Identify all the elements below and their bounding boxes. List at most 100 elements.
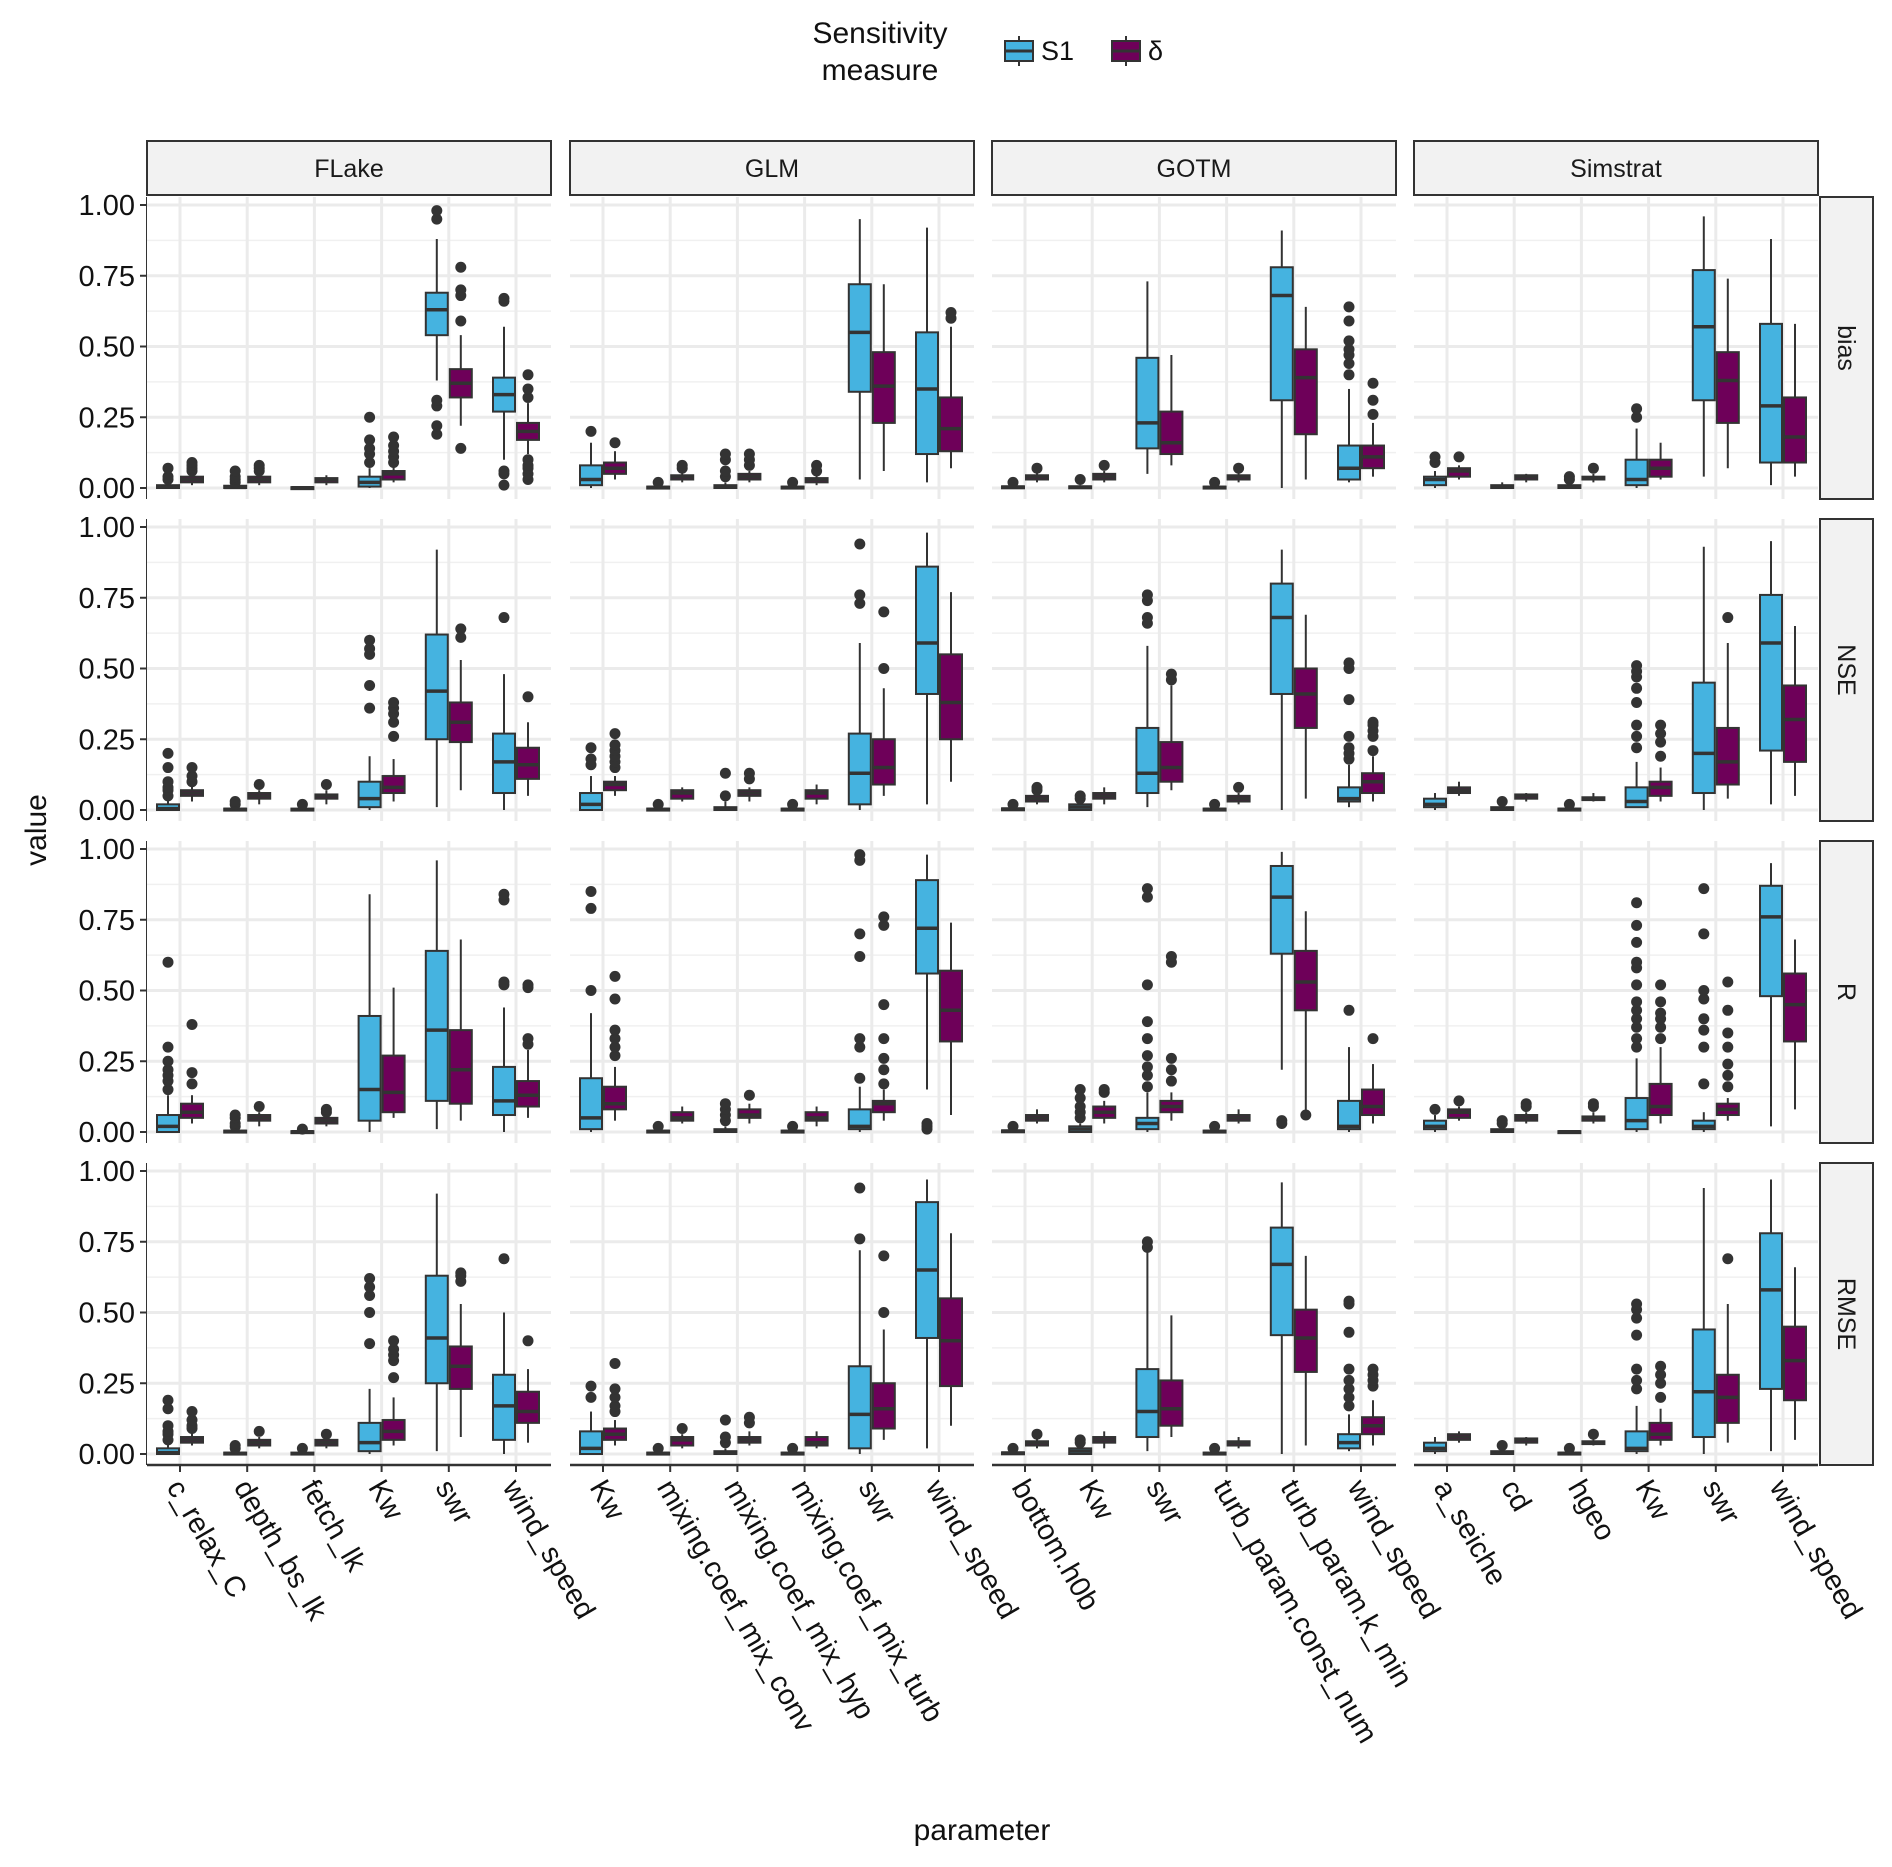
outlier-point bbox=[854, 1033, 866, 1045]
outlier-point bbox=[1343, 1383, 1355, 1395]
box-iqr bbox=[1293, 667, 1318, 729]
outlier-point bbox=[1631, 919, 1643, 931]
boxplot-s1 bbox=[1269, 1182, 1294, 1454]
x-tick-label: wind_speed bbox=[495, 1474, 601, 1625]
outlier-point bbox=[1655, 996, 1667, 1008]
boxplot-delta bbox=[670, 1423, 695, 1449]
y-tick-label: 0.50 bbox=[79, 332, 135, 364]
boxplot-delta bbox=[1159, 1315, 1184, 1438]
boxplot-delta bbox=[737, 767, 762, 802]
boxplot-delta bbox=[1226, 781, 1251, 805]
outlier-point bbox=[186, 457, 198, 469]
outlier-point bbox=[1655, 1033, 1667, 1045]
outlier-point bbox=[585, 1380, 597, 1392]
outlier-point bbox=[498, 1253, 510, 1265]
outlier-point bbox=[1209, 1120, 1221, 1132]
outlier-point bbox=[364, 1281, 376, 1293]
x-tick-label: swr bbox=[1696, 1475, 1746, 1530]
boxplot-s1 bbox=[780, 1120, 805, 1134]
outlier-point bbox=[1343, 1295, 1355, 1307]
outlier-point bbox=[1631, 1374, 1643, 1386]
y-tick-label: 0.00 bbox=[79, 473, 135, 505]
y-tick-label: 0.75 bbox=[79, 261, 135, 293]
box-iqr bbox=[1361, 1088, 1385, 1117]
boxplot-s1 bbox=[1001, 476, 1025, 490]
outlier-point bbox=[186, 1018, 198, 1030]
y-axis-r: 0.00 0.25 0.50 0.75 1.00 bbox=[79, 834, 148, 1149]
outlier-point bbox=[609, 970, 621, 982]
outlier-point bbox=[585, 742, 597, 754]
panel-gotm-nse bbox=[992, 519, 1396, 821]
outlier-point bbox=[364, 679, 376, 691]
outlier-point bbox=[1520, 1098, 1532, 1110]
boxplot-delta bbox=[314, 475, 339, 486]
boxplot-delta bbox=[1226, 462, 1251, 483]
boxplot-s1 bbox=[579, 885, 603, 1132]
boxplot-delta bbox=[247, 1425, 272, 1449]
box-iqr bbox=[1135, 1368, 1160, 1439]
facet-row-strip-rmse: RMSE bbox=[1819, 1162, 1874, 1466]
panel-glm-rmse bbox=[570, 1163, 974, 1465]
boxplot-delta bbox=[1783, 323, 1807, 477]
boxplot-s1 bbox=[1202, 476, 1227, 490]
outlier-point bbox=[1631, 1033, 1643, 1045]
boxplot-delta bbox=[381, 431, 406, 483]
outlier-point bbox=[162, 1420, 174, 1432]
box-iqr bbox=[381, 1054, 406, 1114]
outlier-point bbox=[388, 1343, 400, 1355]
outlier-point bbox=[1631, 719, 1643, 731]
outlier-point bbox=[388, 1335, 400, 1347]
legend-title-line-1: Sensitivity bbox=[812, 17, 947, 50]
outlier-point bbox=[296, 798, 308, 810]
outlier-point bbox=[253, 1101, 265, 1113]
box-iqr bbox=[847, 1108, 872, 1131]
outlier-point bbox=[1343, 357, 1355, 369]
box-iqr bbox=[1783, 684, 1807, 763]
outlier-point bbox=[1165, 1064, 1177, 1076]
outlier-point bbox=[1722, 1004, 1734, 1016]
outlier-point bbox=[719, 465, 731, 477]
boxplot-s1 bbox=[1490, 796, 1515, 811]
boxplot-delta bbox=[1361, 377, 1385, 477]
outlier-point bbox=[388, 716, 400, 728]
outlier-point bbox=[1698, 993, 1710, 1005]
outlier-point bbox=[1343, 1004, 1355, 1016]
outlier-point bbox=[1631, 1021, 1643, 1033]
outlier-point bbox=[585, 902, 597, 914]
facet-strip-flake: FLake bbox=[146, 140, 552, 196]
panel-flake-r bbox=[147, 841, 551, 1143]
outlier-point bbox=[1429, 451, 1441, 463]
y-tick-label: 0.50 bbox=[79, 976, 135, 1008]
outlier-point bbox=[364, 434, 376, 446]
outlier-point bbox=[498, 976, 510, 988]
boxplot-s1 bbox=[156, 1394, 180, 1455]
facet-row-strip-nse: NSE bbox=[1819, 518, 1874, 822]
boxplot-s1 bbox=[646, 798, 671, 812]
boxplot-s1 bbox=[847, 219, 872, 480]
boxplot-s1 bbox=[156, 462, 180, 490]
boxplot-delta bbox=[1715, 976, 1740, 1121]
x-tick-label: swr bbox=[429, 1475, 479, 1530]
outlier-point bbox=[229, 796, 241, 808]
x-axis-title: parameter bbox=[914, 1814, 1051, 1847]
outlier-point bbox=[498, 888, 510, 900]
boxplot-delta bbox=[603, 970, 627, 1121]
outlier-point bbox=[320, 779, 332, 791]
outlier-point bbox=[253, 1425, 265, 1437]
boxplot-s1 bbox=[646, 476, 671, 490]
outlier-point bbox=[1631, 1363, 1643, 1375]
boxplot-s1 bbox=[1135, 281, 1160, 474]
outlier-point bbox=[1300, 1109, 1312, 1121]
box-iqr bbox=[847, 283, 872, 393]
outlier-point bbox=[945, 307, 957, 319]
outlier-point bbox=[1631, 660, 1643, 672]
boxplot-s1 bbox=[1337, 657, 1361, 808]
outlier-point bbox=[364, 1290, 376, 1302]
box-iqr bbox=[603, 1085, 627, 1111]
outlier-point bbox=[162, 471, 174, 483]
legend-key-delta bbox=[1111, 36, 1141, 66]
boxplot-delta bbox=[516, 691, 540, 796]
outlier-point bbox=[1631, 411, 1643, 423]
y-tick-label: 0.50 bbox=[79, 1298, 135, 1330]
